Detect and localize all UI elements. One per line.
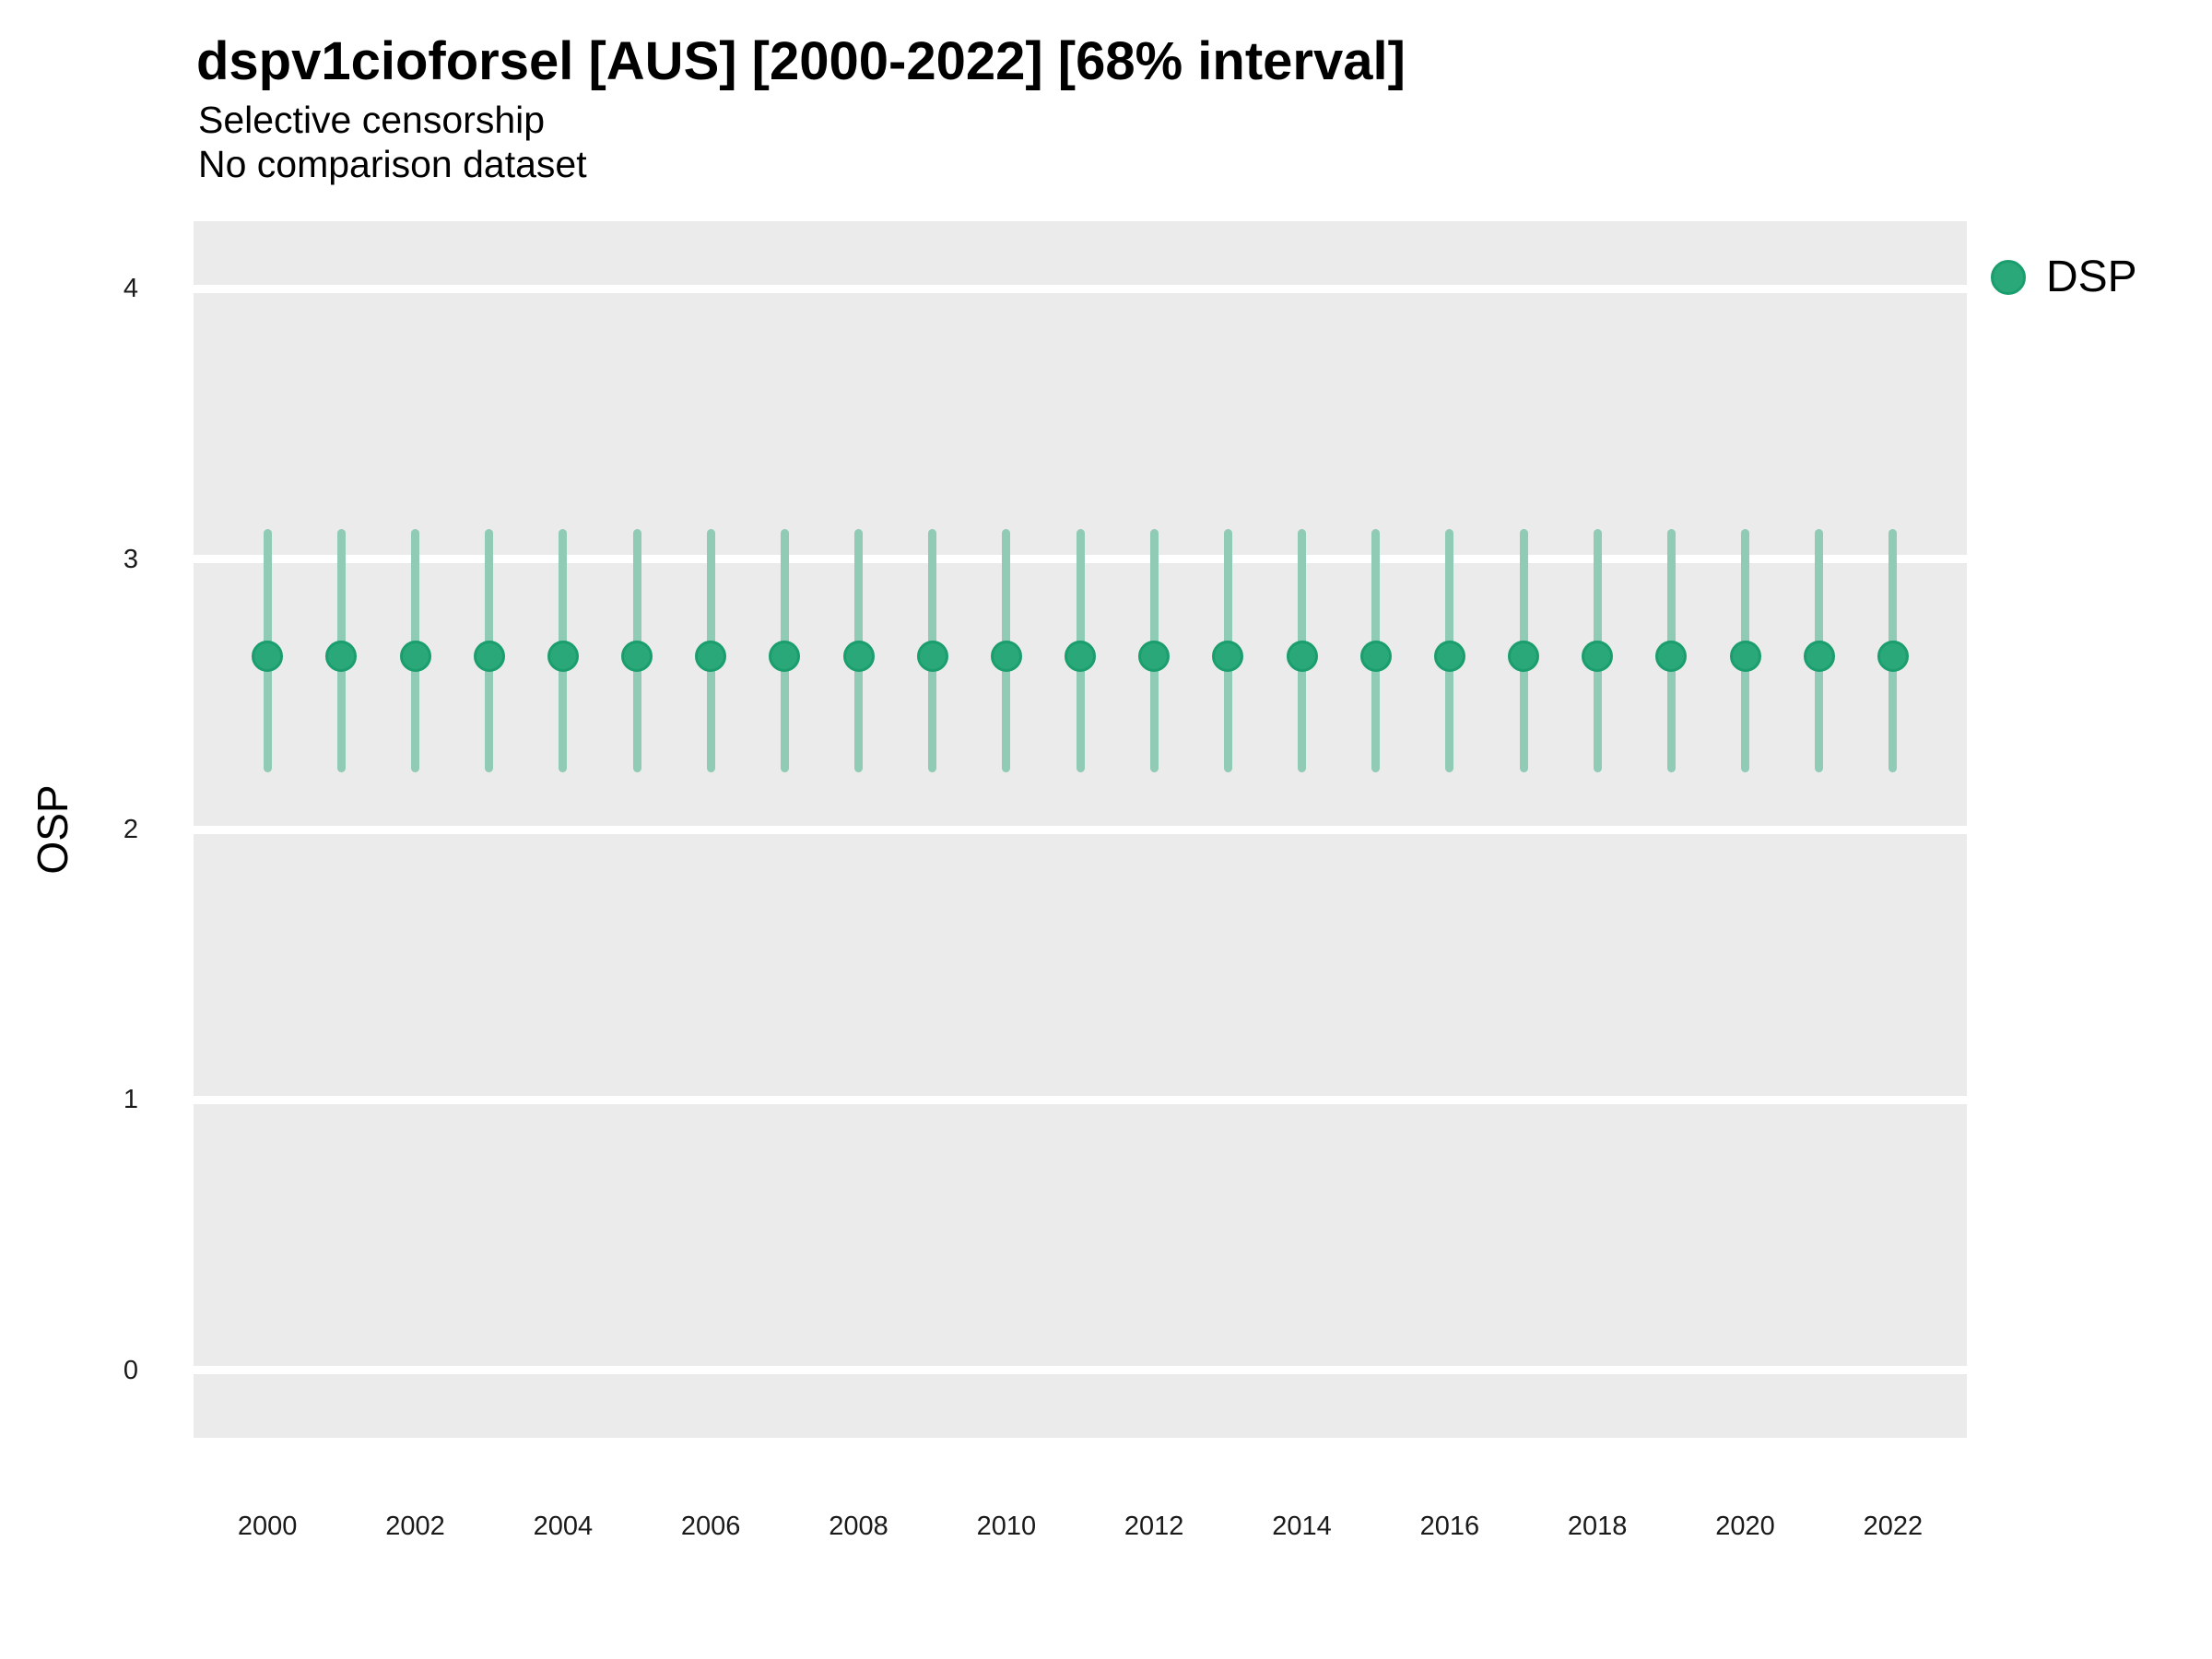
x-tick-label: 2012 [1124,1512,1184,1541]
gridline-y-2 [194,825,1967,834]
y-tick-label: 2 [123,815,138,844]
point-2017 [1508,641,1539,673]
x-tick-label: 2004 [533,1512,594,1541]
point-2014 [1286,641,1318,673]
point-2022 [1877,641,1909,673]
legend-circle-icon [1991,260,2026,295]
chart-title: dspv1cioforsel [AUS] [2000-2022] [68% in… [196,31,1406,91]
x-tick-label: 2022 [1863,1512,1924,1541]
gridline-y-1 [194,1095,1967,1104]
chart-subtitle-2: No comparison dataset [198,143,587,185]
x-tick-label: 2000 [237,1512,298,1541]
gridline-y-4 [194,284,1967,293]
point-2000 [252,641,284,673]
point-2002 [399,641,431,673]
point-2016 [1433,641,1465,673]
point-2018 [1582,641,1614,673]
x-tick-label: 2002 [385,1512,445,1541]
legend: DSP [1991,254,2137,300]
point-2013 [1212,641,1244,673]
y-tick-label: 4 [123,274,138,304]
point-2009 [916,641,948,673]
point-2003 [473,641,505,673]
x-tick-label: 2020 [1715,1512,1775,1541]
point-2004 [547,641,579,673]
legend-label: DSP [2046,253,2137,301]
x-tick-label: 2018 [1567,1512,1628,1541]
point-2007 [769,641,801,673]
point-2005 [621,641,653,673]
point-2012 [1138,641,1171,673]
point-2020 [1729,641,1761,673]
chart-subtitle: Selective censorship [198,99,546,141]
y-tick-label: 1 [123,1085,138,1115]
point-2011 [1065,641,1096,673]
x-tick-label: 2006 [680,1512,741,1541]
point-2010 [990,641,1022,673]
x-tick-label: 2008 [829,1512,888,1541]
gridline-y-0 [194,1366,1967,1375]
y-tick-label: 0 [123,1355,138,1385]
point-2015 [1359,641,1392,673]
point-2008 [842,641,875,673]
x-tick-label: 2016 [1419,1512,1480,1541]
point-2006 [695,641,727,673]
point-2001 [325,641,358,673]
x-tick-label: 2010 [976,1512,1037,1541]
y-tick-label: 3 [123,544,138,574]
plot-panel [194,221,1967,1438]
point-2019 [1655,641,1688,673]
point-2021 [1803,641,1835,673]
x-tick-label: 2014 [1272,1512,1332,1541]
